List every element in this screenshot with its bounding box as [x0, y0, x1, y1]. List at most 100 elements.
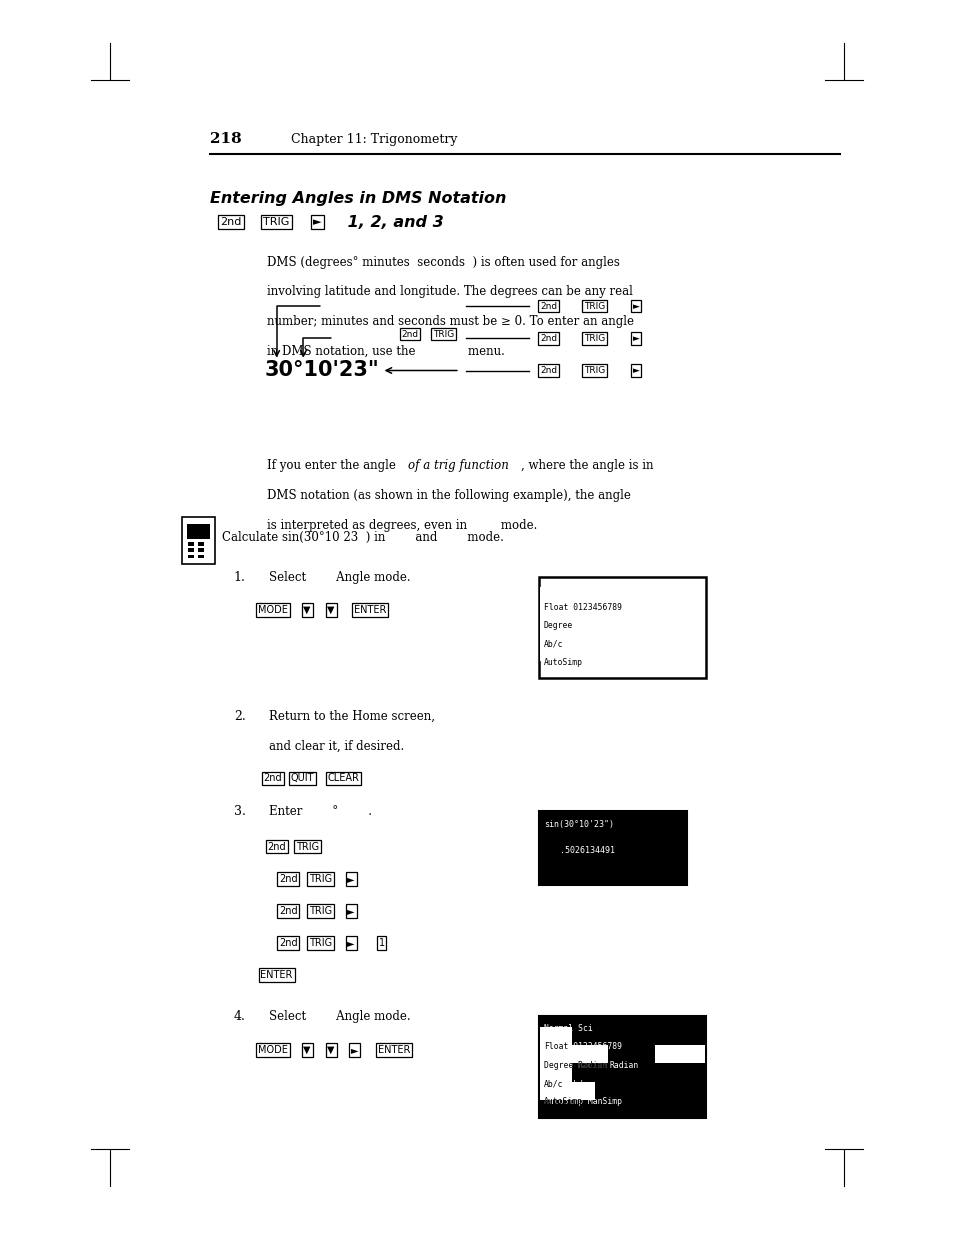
Text: Ab/c: Ab/c: [543, 640, 562, 648]
Text: 3.: 3.: [233, 805, 245, 819]
Text: 2.: 2.: [233, 710, 245, 724]
Text: .5026134491: .5026134491: [559, 846, 615, 855]
Bar: [539, 642, 595, 661]
Text: AutoSimp ManSimp: AutoSimp ManSimp: [543, 1098, 621, 1107]
Text: 1: 1: [378, 939, 384, 948]
Text: TRIG: TRIG: [263, 217, 290, 227]
Bar: [198, 542, 204, 546]
Text: of a trig function: of a trig function: [408, 459, 509, 473]
Text: Ab/c: Ab/c: [543, 1079, 562, 1088]
Text: ►: ►: [632, 301, 639, 311]
Text: Chapter 11: Trigonometry: Chapter 11: Trigonometry: [291, 132, 457, 146]
Text: TRIG: TRIG: [309, 874, 332, 884]
Text: number; minutes and seconds must be ≥ 0. To enter an angle: number; minutes and seconds must be ≥ 0.…: [267, 315, 634, 329]
Bar: [538, 1016, 705, 1118]
Text: Degree Radian: Degree Radian: [543, 621, 606, 630]
Text: TRIG: TRIG: [295, 842, 318, 852]
Text: ▼: ▼: [327, 1045, 335, 1055]
Text: 2nd: 2nd: [278, 874, 297, 884]
Text: Normal Sci: Normal Sci: [543, 584, 592, 593]
Bar: [198, 555, 204, 558]
Text: TRIG: TRIG: [583, 366, 604, 375]
Text: TRIG: TRIG: [583, 333, 604, 343]
Text: AutoSimp ManSimp: AutoSimp ManSimp: [543, 658, 621, 667]
Text: 4.: 4.: [233, 1010, 245, 1024]
Bar: [538, 577, 705, 678]
Text: 1, 2, and 3: 1, 2, and 3: [341, 215, 443, 230]
Text: AutoSimp: AutoSimp: [543, 1098, 582, 1107]
Text: MODE: MODE: [257, 605, 288, 615]
Text: Degree Radian: Degree Radian: [543, 1061, 606, 1070]
Text: Return to the Home screen,: Return to the Home screen,: [269, 710, 435, 724]
Text: Calculate sin(30°10 23  ) in        and        mode.: Calculate sin(30°10 23 ) in and mode.: [222, 531, 503, 545]
Text: ►: ►: [347, 939, 355, 948]
Text: ENTER: ENTER: [377, 1045, 410, 1055]
Text: 2nd: 2nd: [539, 366, 557, 375]
Bar: [188, 555, 193, 558]
Text: If you enter the angle: If you enter the angle: [267, 459, 399, 473]
Bar: [539, 1063, 572, 1082]
Text: TRIG: TRIG: [309, 906, 332, 916]
Text: , where the angle is in: , where the angle is in: [520, 459, 653, 473]
Text: Enter        °        .: Enter ° .: [269, 805, 372, 819]
Text: Select        Angle mode.: Select Angle mode.: [269, 571, 410, 584]
Text: Radian: Radian: [609, 1061, 639, 1070]
FancyBboxPatch shape: [182, 517, 214, 564]
Text: QUIT: QUIT: [291, 773, 314, 783]
Text: Degree Radian: Degree Radian: [543, 1061, 606, 1070]
Text: TRIG: TRIG: [309, 939, 332, 948]
Bar: [188, 548, 193, 552]
Text: ▼: ▼: [303, 605, 311, 615]
Text: 2nd: 2nd: [263, 773, 282, 783]
Text: 2nd: 2nd: [278, 939, 297, 948]
Text: 2nd: 2nd: [539, 333, 557, 343]
Text: Entering Angles in DMS Notation: Entering Angles in DMS Notation: [210, 191, 506, 206]
Text: Float: Float: [543, 1042, 568, 1051]
Text: ▼: ▼: [303, 1045, 311, 1055]
Text: Degree: Degree: [543, 621, 573, 630]
Text: ENTER: ENTER: [354, 605, 386, 615]
Text: Ab/c  b/c: Ab/c b/c: [543, 640, 587, 648]
Text: ▼: ▼: [327, 605, 335, 615]
Text: is interpreted as degrees, even in         mode.: is interpreted as degrees, even in mode.: [267, 519, 537, 532]
Text: involving latitude and longitude. The degrees can be any real: involving latitude and longitude. The de…: [267, 285, 633, 299]
Text: 2nd: 2nd: [220, 217, 241, 227]
Text: Float 0123456789: Float 0123456789: [543, 1042, 621, 1051]
Bar: [188, 542, 193, 546]
Text: sin(30°10'23"): sin(30°10'23"): [543, 820, 613, 829]
Text: ►: ►: [347, 874, 355, 884]
Text: Normal Sci: Normal Sci: [543, 1024, 592, 1032]
Text: 2nd: 2nd: [539, 301, 557, 311]
Text: 2nd: 2nd: [278, 906, 297, 916]
Text: Select        Angle mode.: Select Angle mode.: [269, 1010, 410, 1024]
Bar: [539, 1082, 595, 1100]
Bar: [187, 524, 210, 538]
Text: AutoSimp: AutoSimp: [543, 658, 582, 667]
Text: and clear it, if desired.: and clear it, if desired.: [269, 740, 404, 753]
Text: ►: ►: [351, 1045, 358, 1055]
Text: 1.: 1.: [233, 571, 245, 584]
Text: 218: 218: [210, 132, 241, 146]
Bar: [539, 1045, 704, 1063]
Bar: [539, 624, 572, 642]
Text: Ab/c  b/c: Ab/c b/c: [543, 1079, 587, 1088]
Text: ►: ►: [632, 366, 639, 375]
Text: DMS (degrees° minutes  seconds  ) is often used for angles: DMS (degrees° minutes seconds ) is often…: [267, 256, 619, 269]
Text: ENTER: ENTER: [260, 971, 293, 981]
Text: ►: ►: [347, 906, 355, 916]
Text: DMS notation (as shown in the following example), the angle: DMS notation (as shown in the following …: [267, 489, 630, 503]
Text: Float 0123456789: Float 0123456789: [543, 603, 621, 611]
Text: ►: ►: [314, 217, 321, 227]
Bar: [198, 548, 204, 552]
Text: in DMS notation, use the              menu.: in DMS notation, use the menu.: [267, 345, 504, 358]
Text: ►: ►: [632, 333, 639, 343]
Bar: [539, 587, 704, 605]
Text: MODE: MODE: [257, 1045, 288, 1055]
Text: TRIG: TRIG: [433, 330, 454, 338]
Bar: [539, 1026, 572, 1045]
Text: 2nd: 2nd: [267, 842, 286, 852]
Text: CLEAR: CLEAR: [327, 773, 359, 783]
Text: TRIG: TRIG: [583, 301, 604, 311]
Text: 30°10'23": 30°10'23": [264, 361, 378, 380]
Text: Float 0123456789: Float 0123456789: [543, 603, 621, 611]
